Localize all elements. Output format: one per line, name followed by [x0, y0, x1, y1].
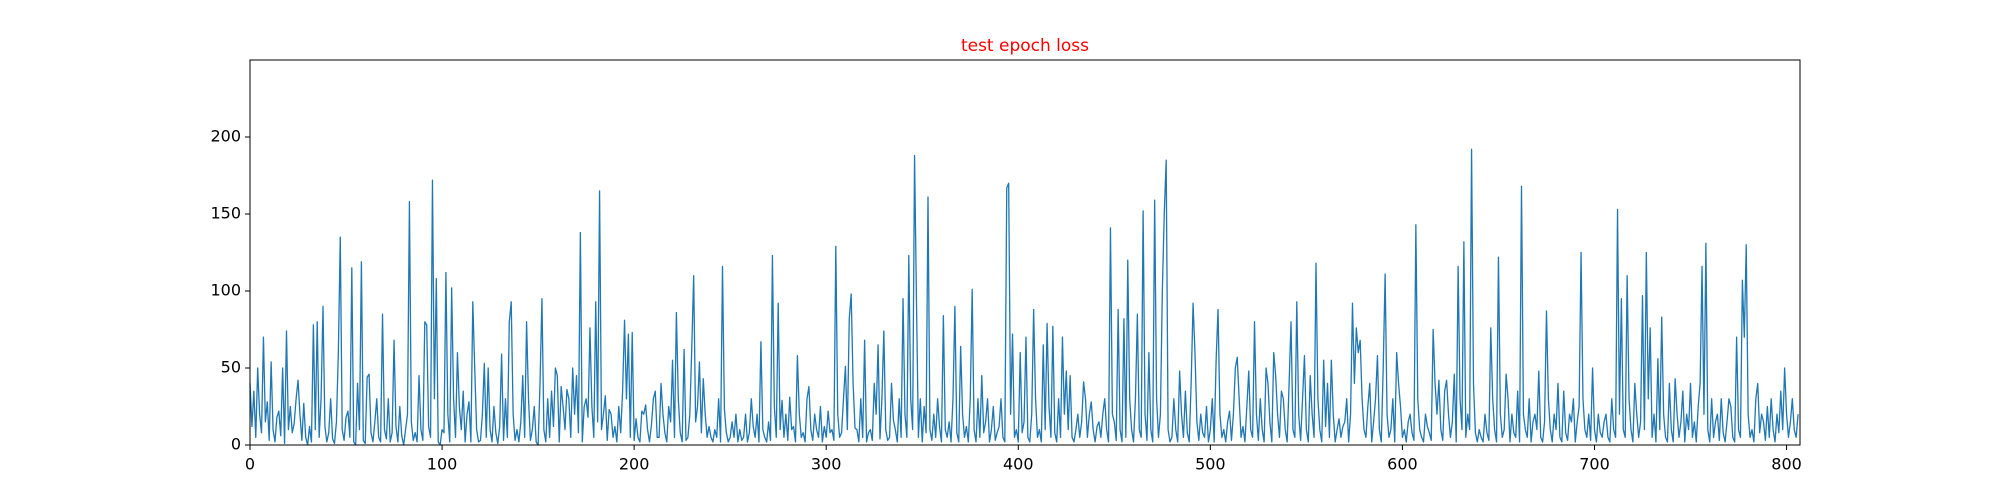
x-tick-label: 400: [1003, 455, 1034, 474]
x-tick-label: 300: [811, 455, 842, 474]
line-series: [249, 148, 1799, 446]
x-tick-label: 500: [1195, 455, 1226, 474]
x-tick-label: 800: [1771, 455, 1802, 474]
x-tick-label: 200: [619, 455, 650, 474]
x-tick-label: 100: [427, 455, 458, 474]
plot-frame: [249, 59, 1801, 446]
y-tick-label: 50: [221, 358, 241, 377]
x-tick-label: 600: [1387, 455, 1418, 474]
y-tick-label: 0: [231, 435, 241, 454]
chart-title: test epoch loss: [961, 36, 1089, 56]
x-tick-label: 0: [245, 455, 255, 474]
y-tick-label: 100: [210, 281, 241, 300]
y-tick-label: 150: [210, 204, 241, 223]
x-tick-label: 700: [1579, 455, 1610, 474]
y-tick-label: 200: [210, 127, 241, 146]
